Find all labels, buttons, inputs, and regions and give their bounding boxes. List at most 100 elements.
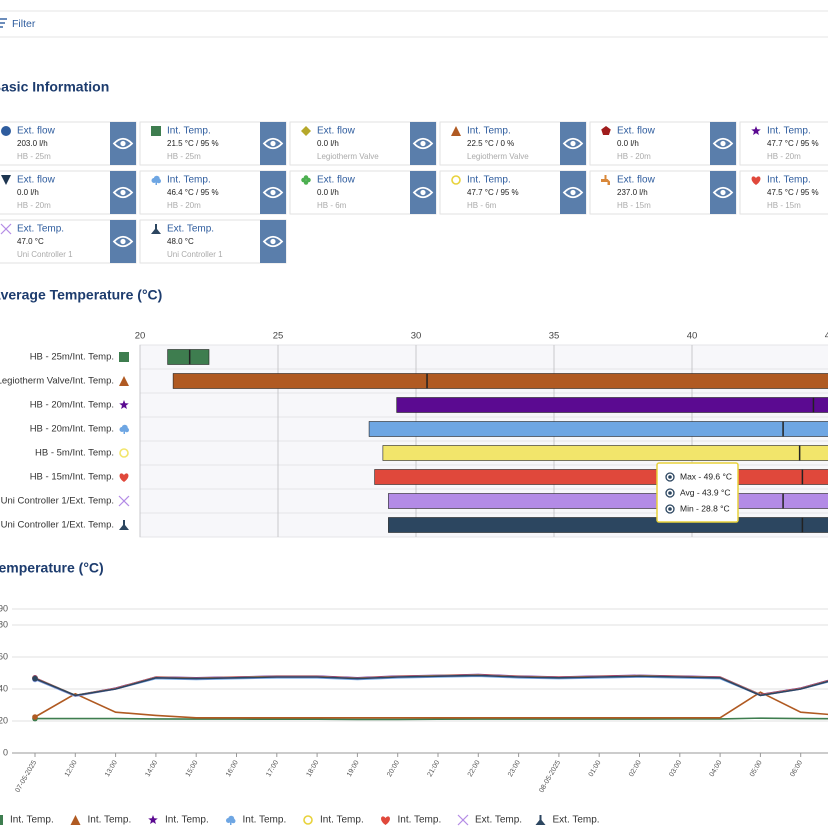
eye-pupil[interactable] bbox=[420, 189, 426, 196]
y-tick-label: 60 bbox=[0, 651, 8, 661]
y-tick-label: HB - 20m/Int. Temp. bbox=[30, 424, 114, 435]
eye-icon[interactable] bbox=[112, 186, 134, 199]
icon bbox=[381, 816, 390, 825]
legend-label[interactable]: Int. Temp. bbox=[165, 815, 209, 826]
eye-pupil[interactable] bbox=[270, 238, 276, 245]
icon bbox=[751, 126, 761, 136]
icon bbox=[151, 175, 161, 185]
legend-item[interactable]: Int. Temp. bbox=[148, 815, 209, 826]
legend-item[interactable]: Int. Temp. bbox=[381, 815, 441, 826]
icon-shape bbox=[119, 448, 129, 458]
legend-label[interactable]: Ext. Temp. bbox=[475, 815, 522, 826]
eye-button[interactable] bbox=[110, 171, 136, 214]
y-tick-label: 80 bbox=[0, 619, 8, 629]
eye-pupil[interactable] bbox=[120, 189, 126, 196]
eye-icon[interactable] bbox=[562, 186, 584, 199]
eye-icon[interactable] bbox=[412, 137, 434, 150]
eye-button[interactable] bbox=[410, 122, 436, 165]
legend-label[interactable]: Int. Temp. bbox=[88, 815, 132, 826]
eye-icon[interactable] bbox=[712, 137, 734, 150]
icon-shape bbox=[0, 223, 12, 235]
card-title: Int. Temp. bbox=[467, 126, 511, 137]
icon-shape bbox=[123, 430, 125, 434]
info-card: Ext. Temp. 47.0 °C Uni Controller 1 bbox=[0, 219, 137, 264]
filter-icon[interactable] bbox=[0, 18, 7, 28]
eye-pupil[interactable] bbox=[720, 189, 726, 196]
y-tick-label: HB - 25m/Int. Temp. bbox=[30, 352, 114, 363]
eye-pupil[interactable] bbox=[120, 238, 126, 245]
icon bbox=[118, 495, 130, 507]
x-tick-label: 14:00 bbox=[144, 759, 159, 778]
eye-pupil[interactable] bbox=[270, 140, 276, 147]
eye-pupil[interactable] bbox=[570, 140, 576, 147]
eye-icon[interactable] bbox=[412, 186, 434, 199]
icon-shape bbox=[119, 400, 129, 410]
legend-label[interactable]: Ext. Temp. bbox=[553, 815, 600, 826]
eye-icon[interactable] bbox=[112, 137, 134, 150]
eye-pupil[interactable] bbox=[420, 140, 426, 147]
eye-button[interactable] bbox=[260, 171, 286, 214]
filter-button[interactable]: Filter bbox=[12, 18, 36, 30]
eye-button[interactable] bbox=[110, 220, 136, 263]
eye-pupil[interactable] bbox=[720, 140, 726, 147]
legend-label[interactable]: Int. Temp. bbox=[10, 815, 54, 826]
range-bar bbox=[388, 517, 828, 533]
legend-item[interactable]: Int. Temp. bbox=[0, 815, 54, 826]
icon-shape bbox=[1, 175, 11, 185]
legend-item[interactable]: Ext. Temp. bbox=[457, 814, 522, 826]
eye-pupil[interactable] bbox=[570, 189, 576, 196]
icon-shape bbox=[231, 818, 236, 824]
icon-shape bbox=[148, 815, 158, 825]
eye-icon[interactable] bbox=[262, 186, 284, 199]
section-title: Basic Information bbox=[0, 79, 109, 95]
eye-icon[interactable] bbox=[562, 137, 584, 150]
legend-item[interactable]: Int. Temp. bbox=[303, 815, 364, 826]
eye-button[interactable] bbox=[710, 122, 736, 165]
card-location: Uni Controller 1 bbox=[167, 250, 223, 259]
eye-icon[interactable] bbox=[112, 235, 134, 248]
info-card: Ext. flow 0.0 l/h HB - 20m bbox=[589, 121, 737, 166]
info-card: Ext. Temp. 48.0 °C Uni Controller 1 bbox=[139, 219, 287, 264]
eye-icon[interactable] bbox=[262, 137, 284, 150]
icon bbox=[301, 175, 311, 185]
icon-shape bbox=[601, 126, 611, 136]
legend-label[interactable]: Int. Temp. bbox=[398, 815, 442, 826]
eye-button[interactable] bbox=[560, 122, 586, 165]
icon-shape bbox=[156, 178, 161, 184]
legend-label[interactable]: Int. Temp. bbox=[243, 815, 287, 826]
eye-pupil[interactable] bbox=[270, 189, 276, 196]
eye-button[interactable] bbox=[560, 171, 586, 214]
eye-icon[interactable] bbox=[712, 186, 734, 199]
icon bbox=[1, 175, 11, 185]
legend-item[interactable]: Ext. Temp. bbox=[535, 815, 600, 826]
card-value: 0.0 l/h bbox=[17, 188, 39, 197]
card-title: Ext. Temp. bbox=[167, 224, 214, 235]
card-title: Ext. flow bbox=[317, 126, 356, 137]
card-value: 48.0 °C bbox=[167, 237, 194, 246]
card-value: 47.0 °C bbox=[17, 237, 44, 246]
eye-button[interactable] bbox=[260, 220, 286, 263]
eye-button[interactable] bbox=[110, 122, 136, 165]
eye-button[interactable] bbox=[710, 171, 736, 214]
x-tick-label: 04:00 bbox=[709, 759, 724, 778]
icon-shape bbox=[119, 520, 129, 530]
point bbox=[32, 714, 38, 720]
icon-shape bbox=[751, 176, 761, 185]
card-value: 47.7 °C / 95 % bbox=[767, 139, 819, 148]
card-value: 47.7 °C / 95 % bbox=[467, 188, 519, 197]
eye-icon[interactable] bbox=[262, 235, 284, 248]
eye-button[interactable] bbox=[260, 122, 286, 165]
legend-label[interactable]: Int. Temp. bbox=[320, 815, 364, 826]
card-value: 21.5 °C / 95 % bbox=[167, 139, 219, 148]
eye-pupil[interactable] bbox=[120, 140, 126, 147]
section-title: Average Temperature (°C) bbox=[0, 287, 162, 303]
legend-item[interactable]: Int. Temp. bbox=[70, 815, 132, 826]
tooltip: Max - 49.6 °C Avg - 43.9 °C Min - 28.8 °C bbox=[656, 462, 739, 523]
icon-shape bbox=[151, 126, 161, 136]
icon-shape bbox=[301, 126, 311, 136]
legend-item[interactable]: Int. Temp. bbox=[226, 815, 286, 826]
icon bbox=[119, 376, 129, 386]
eye-button[interactable] bbox=[410, 171, 436, 214]
card-location: HB - 20m bbox=[17, 201, 51, 210]
icon bbox=[119, 448, 129, 458]
